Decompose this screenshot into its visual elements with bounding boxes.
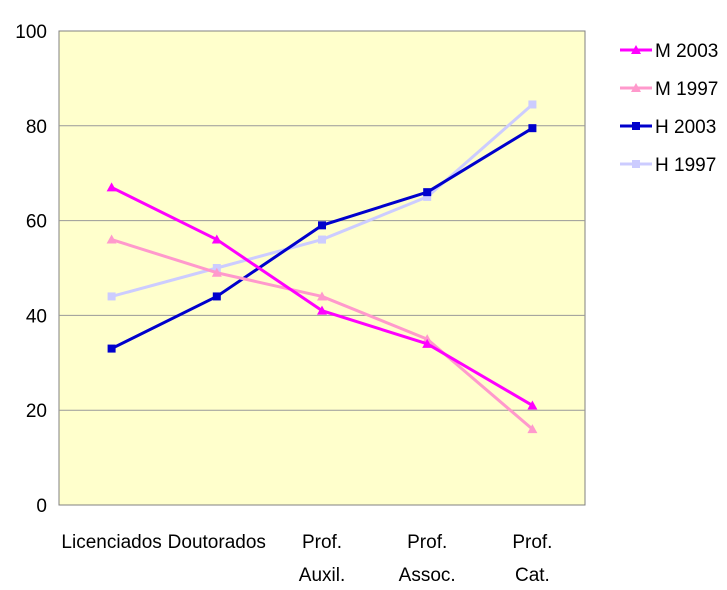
legend-layer: M 2003 M 1997 H 2003 H 1997 xyxy=(620,41,718,176)
x-tick-label: Licenciados xyxy=(61,532,161,553)
y-tick-label: 80 xyxy=(26,117,47,138)
x-tick-label: Prof. xyxy=(407,532,447,553)
data-point xyxy=(317,305,327,315)
y-tick-label: 60 xyxy=(26,212,47,233)
data-point xyxy=(527,400,538,410)
x-tick-label: Prof. xyxy=(512,532,552,553)
series-group xyxy=(107,124,537,353)
legend-swatch-marker xyxy=(631,83,641,92)
data-point xyxy=(528,100,537,109)
legend-label: H 1997 xyxy=(655,155,716,176)
legend-item: M 2003 xyxy=(620,41,718,62)
data-point xyxy=(422,334,433,344)
legend-swatch-marker xyxy=(631,45,641,54)
legend-label: M 1997 xyxy=(655,79,718,100)
legend-swatch-marker xyxy=(632,160,640,168)
plot-area-layer xyxy=(58,30,586,506)
y-axis-layer: 0 20 40 60 80 100 xyxy=(15,22,47,517)
data-point xyxy=(106,234,117,244)
data-point xyxy=(527,424,538,434)
x-tick-label: Cat. xyxy=(515,565,550,585)
legend-item: H 2003 xyxy=(620,117,716,138)
x-tick-label: Assoc. xyxy=(399,565,456,585)
data-point xyxy=(106,182,117,192)
x-axis-layer: Licenciados Doutorados Prof. Auxil. Prof. Ass… xyxy=(61,532,552,586)
series-layer xyxy=(106,100,538,434)
data-point xyxy=(423,188,432,197)
x-tick-label: Prof. xyxy=(302,532,342,553)
data-point xyxy=(107,292,116,301)
plot-area xyxy=(58,30,586,506)
y-tick-label: 100 xyxy=(15,22,47,43)
x-tick-label: Doutorados xyxy=(168,532,266,553)
legend-swatch-marker xyxy=(632,122,640,130)
data-point xyxy=(528,124,537,133)
data-point xyxy=(318,221,326,230)
x-tick-label: Auxil. xyxy=(299,565,345,585)
grid-layer xyxy=(59,125,585,411)
data-point xyxy=(107,344,116,353)
legend-item: M 1997 xyxy=(620,79,718,100)
legend-label: M 2003 xyxy=(655,41,718,62)
legend-label: H 2003 xyxy=(655,117,716,138)
y-tick-label: 40 xyxy=(26,306,47,327)
legend-item: H 1997 xyxy=(620,155,716,176)
data-point xyxy=(211,234,222,244)
series-group xyxy=(106,234,538,434)
data-point xyxy=(423,192,432,201)
data-point xyxy=(422,338,433,348)
y-tick-label: 0 xyxy=(36,496,47,517)
y-tick-label: 20 xyxy=(26,401,47,422)
series-group xyxy=(106,182,538,410)
data-point xyxy=(212,292,221,301)
data-point xyxy=(211,267,222,277)
data-point xyxy=(318,235,326,244)
data-point xyxy=(317,291,327,301)
